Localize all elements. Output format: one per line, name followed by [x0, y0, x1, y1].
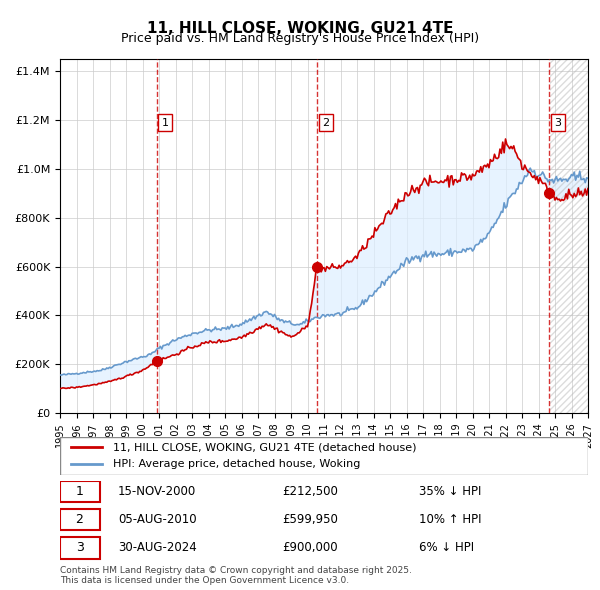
Text: 11, HILL CLOSE, WOKING, GU21 4TE (detached house): 11, HILL CLOSE, WOKING, GU21 4TE (detach…	[113, 442, 416, 453]
Text: 1: 1	[76, 484, 83, 497]
Text: 10% ↑ HPI: 10% ↑ HPI	[419, 513, 482, 526]
Text: 3: 3	[76, 541, 83, 554]
Text: 6% ↓ HPI: 6% ↓ HPI	[419, 541, 474, 554]
Text: Contains HM Land Registry data © Crown copyright and database right 2025.: Contains HM Land Registry data © Crown c…	[60, 566, 412, 575]
Text: 2: 2	[76, 513, 83, 526]
Text: 3: 3	[554, 118, 562, 127]
Text: 1: 1	[162, 118, 169, 127]
Text: 30-AUG-2024: 30-AUG-2024	[118, 541, 197, 554]
Text: HPI: Average price, detached house, Woking: HPI: Average price, detached house, Woki…	[113, 459, 360, 469]
Text: 2: 2	[322, 118, 329, 127]
Text: 15-NOV-2000: 15-NOV-2000	[118, 484, 196, 497]
Text: £900,000: £900,000	[282, 541, 337, 554]
Text: £212,500: £212,500	[282, 484, 338, 497]
Text: Price paid vs. HM Land Registry's House Price Index (HPI): Price paid vs. HM Land Registry's House …	[121, 32, 479, 45]
Text: 05-AUG-2010: 05-AUG-2010	[118, 513, 197, 526]
FancyBboxPatch shape	[60, 509, 100, 530]
Text: £599,950: £599,950	[282, 513, 338, 526]
Text: 35% ↓ HPI: 35% ↓ HPI	[419, 484, 481, 497]
FancyBboxPatch shape	[60, 481, 100, 502]
Text: 11, HILL CLOSE, WOKING, GU21 4TE: 11, HILL CLOSE, WOKING, GU21 4TE	[147, 21, 453, 35]
FancyBboxPatch shape	[60, 437, 588, 475]
FancyBboxPatch shape	[60, 537, 100, 559]
Text: This data is licensed under the Open Government Licence v3.0.: This data is licensed under the Open Gov…	[60, 576, 349, 585]
